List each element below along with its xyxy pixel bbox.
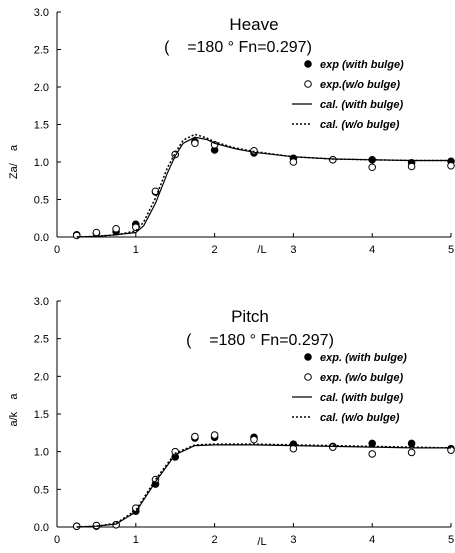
pitch-ticks: 0.0 0.5 1.0 1.5 2.0 2.5 3.0 0 1 2 3 4 5 [34,296,454,546]
heave-y-tick-label: 2.5 [34,45,49,57]
heave-legend-label: cal. (with bulge) [320,99,403,111]
pitch-exp-without-bulge-point [72,522,81,531]
heave-exp-without-bulge-point [132,223,140,232]
heave-legend-marker-swatch [304,80,312,88]
pitch-legend-label: cal. (with bulge) [320,392,403,404]
heave-exp-without-bulge-point [407,162,416,171]
pitch-exp-without-bulge-point [407,448,416,457]
pitch-exp-without-bulge-point [191,432,199,441]
heave-x-tick-label: 2 [212,244,218,256]
heave-y-tick-label: 3.0 [34,7,49,19]
pitch-x-tick-label: 0 [54,534,60,546]
pitch-exp-without-bulge-point [210,431,219,439]
pitch-legend-marker-swatch [304,373,312,381]
pitch-legend: exp. (with bulge) exp. (w/o bulge) cal. (w… [292,352,407,424]
pitch-x-axis-label: /L [257,536,266,548]
heave-series [72,133,455,240]
pitch-y-tick-label: 2.0 [34,371,49,383]
heave-y-tick-label: 0.0 [34,232,49,244]
heave-exp-without-bulge-point [289,158,298,166]
pitch-y-tick-label: 1.5 [34,409,49,421]
pitch-y-tick-label: 3.0 [34,296,49,308]
heave-x-axis-label: /L [257,244,266,256]
heave-x-tick-label: 3 [290,244,296,256]
pitch-y-axis-label: a/k a [8,393,20,427]
heave-y-tick-label: 0.5 [34,195,49,207]
pitch-legend-label: exp. (w/o bulge) [320,372,403,384]
pitch-chart-subtitle: ( =180 ° Fn=0.297) [186,332,334,349]
pitch-exp-without-bulge-point [368,450,377,458]
heave-legend-label: exp.(w/o bulge) [320,79,400,91]
heave-exp-without-bulge-point [191,139,199,148]
pitch-legend-label: exp. (with bulge) [320,352,407,364]
heave-y-tick-label: 1.0 [34,157,49,169]
heave-ticks: 0.0 0.5 1.0 1.5 2.0 2.5 3.0 0 1 2 3 4 5 [34,7,454,256]
pitch-series [72,431,455,531]
pitch-series-calc-with-bulge-line [76,444,451,528]
pitch-x-tick-label: 5 [448,534,454,546]
heave-x-tick-label: 4 [369,244,375,256]
heave-exp-without-bulge-point [72,231,81,240]
heave-legend-marker-swatch [304,60,312,68]
pitch-exp-with-bulge-point [407,439,416,448]
heave-series-calc-without-bulge-line [76,133,451,238]
pitch-exp-without-bulge-point [250,435,258,444]
heave-y-tick-label: 1.5 [34,120,49,132]
pitch-chart-title: Pitch [231,307,269,326]
heave-y-tick-label: 2.0 [34,82,49,94]
heave-chart: 0.0 0.5 1.0 1.5 2.0 2.5 3.0 0 1 2 3 4 5 Heave ( =180… [8,7,455,256]
heave-exp-without-bulge-point [447,161,455,170]
heave-x-tick-label: 0 [54,244,60,256]
heave-x-tick-label: 5 [448,244,454,256]
pitch-x-tick-label: 2 [212,534,218,546]
heave-y-axis-label: Za/ a [8,144,20,179]
pitch-chart: 0.0 0.5 1.0 1.5 2.0 2.5 3.0 0 1 2 3 4 5 Pitch ( =180… [8,296,455,548]
pitch-x-tick-label: 3 [290,534,296,546]
heave-exp-without-bulge-point [92,228,101,237]
pitch-y-tick-label: 0.5 [34,484,49,496]
heave-legend: exp (with bulge) exp.(w/o bulge) cal. (wit… [292,59,404,131]
heave-x-tick-label: 1 [133,244,139,256]
pitch-y-tick-label: 1.0 [34,447,49,459]
pitch-x-tick-label: 4 [369,534,375,546]
pitch-y-tick-label: 0.0 [34,522,49,534]
heave-chart-title: Heave [229,15,278,34]
heave-chart-subtitle: ( =180 ° Fn=0.297) [164,39,312,56]
heave-exp-without-bulge-point [112,224,120,233]
heave-legend-label: exp (with bulge) [320,59,404,71]
pitch-legend-label: cal. (w/o bulge) [320,412,400,424]
heave-exp-without-bulge-point [368,163,377,172]
pitch-series-calc-without-bulge-line [76,443,452,528]
heave-legend-label: cal. (w/o bulge) [320,119,400,131]
pitch-legend-marker-swatch [304,353,312,361]
pitch-exp-without-bulge-point [289,444,298,453]
pitch-x-tick-label: 1 [133,534,139,546]
pitch-y-tick-label: 2.5 [34,334,49,346]
